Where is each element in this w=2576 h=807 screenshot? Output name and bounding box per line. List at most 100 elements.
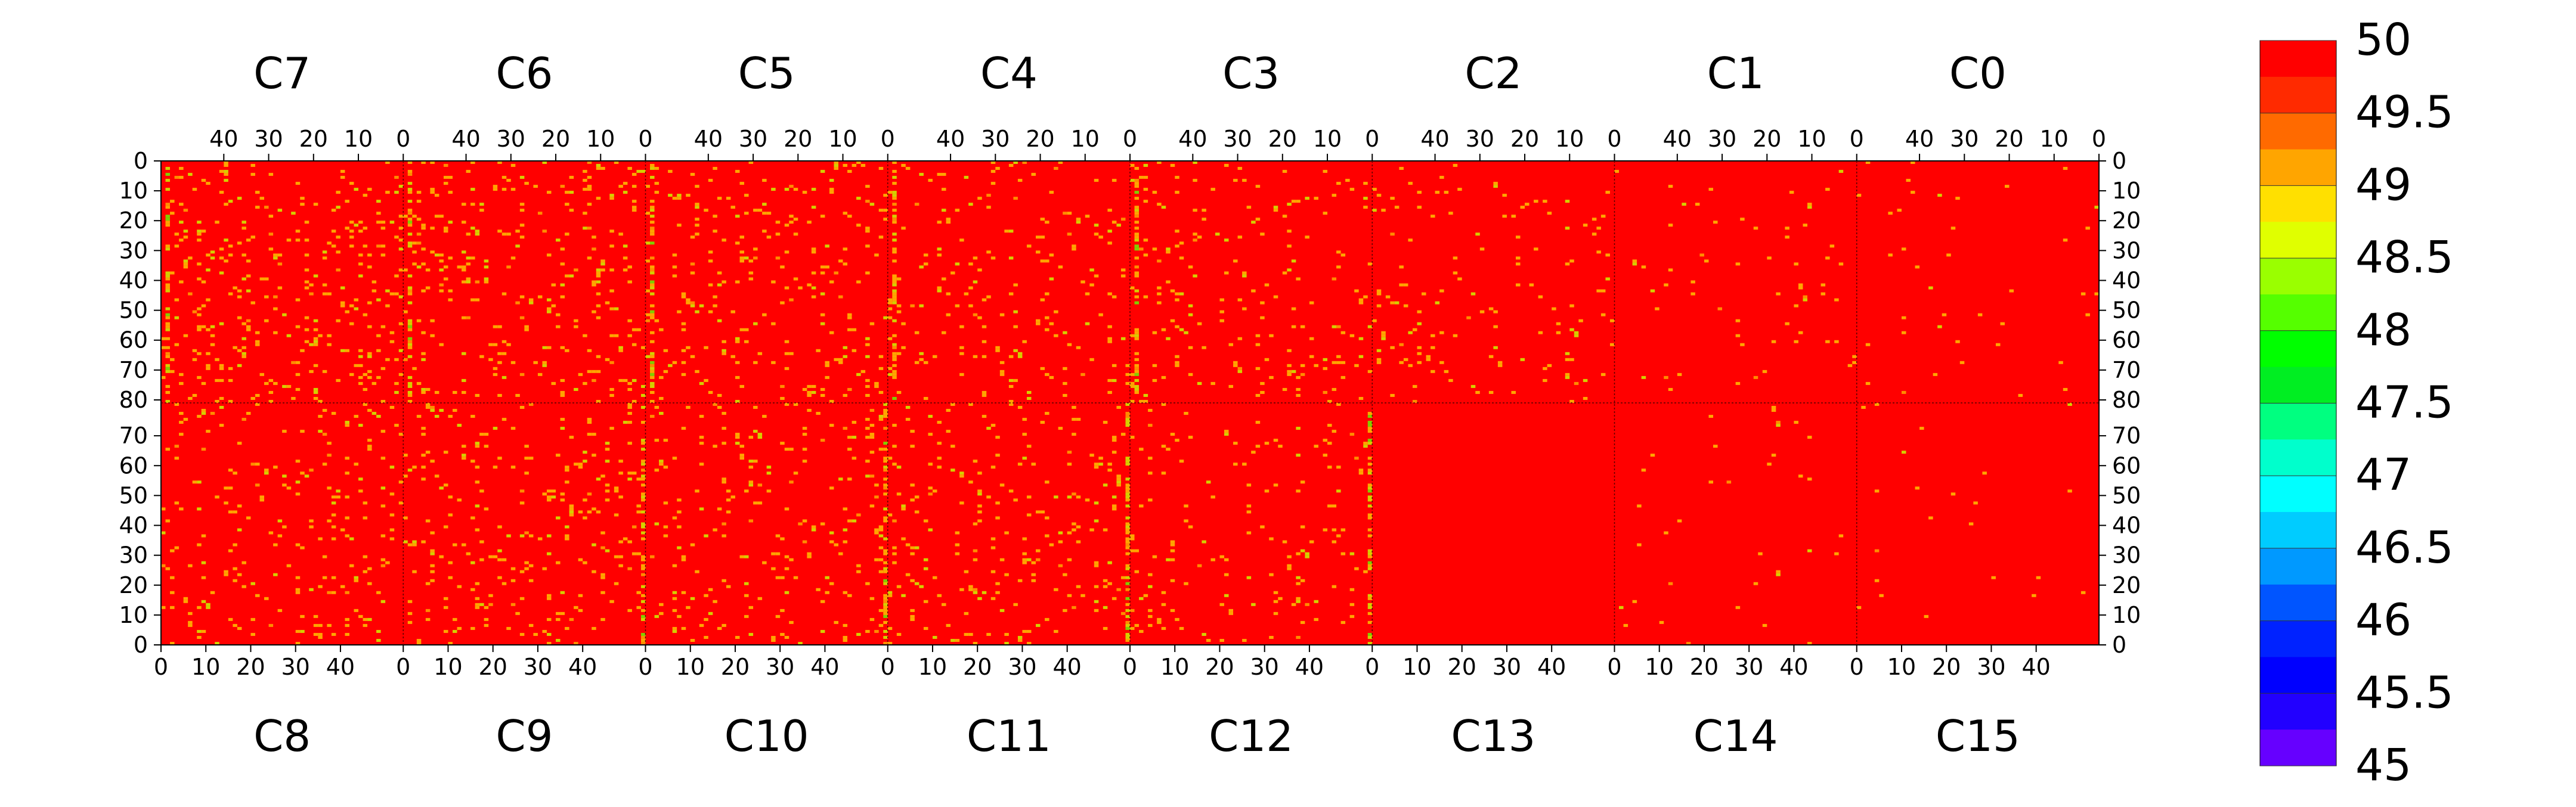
heatmap-cell [170,212,175,215]
heatmap-cell [1031,173,1036,176]
heatmap-cell [937,421,942,424]
heatmap-cell [1157,161,1162,164]
heatmap-cell [771,361,776,364]
heatmap-cell [183,418,188,421]
heatmap-cell [1013,325,1018,328]
heatmap-cell [583,516,587,520]
heatmap-cell [892,194,897,197]
heatmap-cell [407,173,413,176]
heatmap-cell [331,525,336,529]
heatmap-cell [349,373,354,376]
heatmap-cell [1367,442,1373,445]
heatmap-cell [1152,331,1157,334]
heatmap-cell [1614,170,1620,173]
heatmap-cell [242,418,246,421]
heatmap-cell [2063,387,2068,391]
heatmap-cell [883,549,888,553]
heatmap-cell [892,319,897,322]
heatmap-cell [1013,197,1018,200]
heatmap-cell [462,457,466,460]
heatmap-cell [1049,375,1054,379]
heatmap-cell [614,513,619,517]
heatmap-cell [385,161,390,164]
heatmap-cell [892,221,897,224]
heatmap-cell [394,274,399,278]
heatmap-cell [609,307,614,311]
heatmap-cell [816,349,821,352]
heatmap-cell [1228,609,1234,612]
heatmap-cell [950,638,955,642]
heatmap-cell [233,623,237,627]
heatmap-cell [1004,573,1009,576]
heatmap-cell [1296,393,1301,397]
heatmap-cell [470,588,475,591]
heatmap-cell [784,555,789,558]
heatmap-cell [376,638,381,642]
heatmap-cell [385,561,390,564]
heatmap-cell [569,617,574,621]
heatmap-cell [923,519,928,523]
heatmap-cell [1242,307,1247,311]
heatmap-cell [843,427,848,430]
heatmap-cell [1125,567,1130,570]
heatmap-cell [470,516,475,520]
heatmap-cell [201,576,206,579]
heatmap-cell [1600,215,1606,218]
heatmap-cell [1125,412,1130,415]
heatmap-cell [923,262,928,266]
heatmap-cell [1125,588,1130,591]
heatmap-cell [1210,495,1215,499]
heatmap-cell [874,253,879,257]
heatmap-cell [416,641,422,645]
heatmap-cell [466,277,471,281]
heatmap-cell [1552,307,1556,311]
heatmap-cell [990,161,996,164]
heatmap-cell [1103,528,1108,532]
heatmap-cell [273,573,278,576]
heatmap-cell [820,629,825,633]
heatmap-cell [457,424,462,427]
heatmap-cell [331,244,336,248]
heatmap-cell [1367,528,1373,532]
heatmap-cell [1327,442,1332,445]
heatmap-cell [201,448,206,451]
heatmap-cell [407,384,413,388]
heatmap-cell [1735,334,1741,337]
heatmap-cell [560,591,565,594]
heatmap-cell [977,504,982,508]
heatmap-cell [726,585,731,588]
heatmap-cell [1260,381,1265,385]
heatmap-cell [780,576,785,579]
heatmap-cell [1408,331,1413,334]
heatmap-cell [1130,626,1135,630]
heatmap-cell [1942,313,1947,316]
heatmap-cell [398,480,404,484]
heatmap-cell [892,292,897,296]
heatmap-cell [331,209,336,212]
heatmap-cell [210,325,215,328]
heatmap-cell [560,283,565,287]
heatmap-cell [1399,343,1404,346]
heatmap-cell [201,600,206,603]
heatmap-cell [1228,612,1234,615]
heatmap-cell [210,334,215,337]
heatmap-cell [1242,271,1247,275]
heatmap-cell [197,629,202,633]
heatmap-cell [345,310,349,314]
heatmap-cell [829,188,834,191]
heatmap-cell [990,597,996,600]
heatmap-cell [1072,406,1076,409]
heatmap-cell [681,558,686,561]
heatmap-cell [627,403,632,406]
heatmap-cell [174,445,179,448]
heatmap-cell [380,325,386,328]
heatmap-cell [170,641,175,645]
heatmap-cell [1134,167,1140,170]
heatmap-cell [421,465,426,469]
heatmap-cell [453,390,457,394]
heatmap-cell [600,576,605,579]
heatmap-cell [519,316,525,319]
heatmap-cell [1143,164,1148,167]
heatmap-cell [708,390,713,394]
x-tick-label-top: 0 [1850,126,1864,152]
